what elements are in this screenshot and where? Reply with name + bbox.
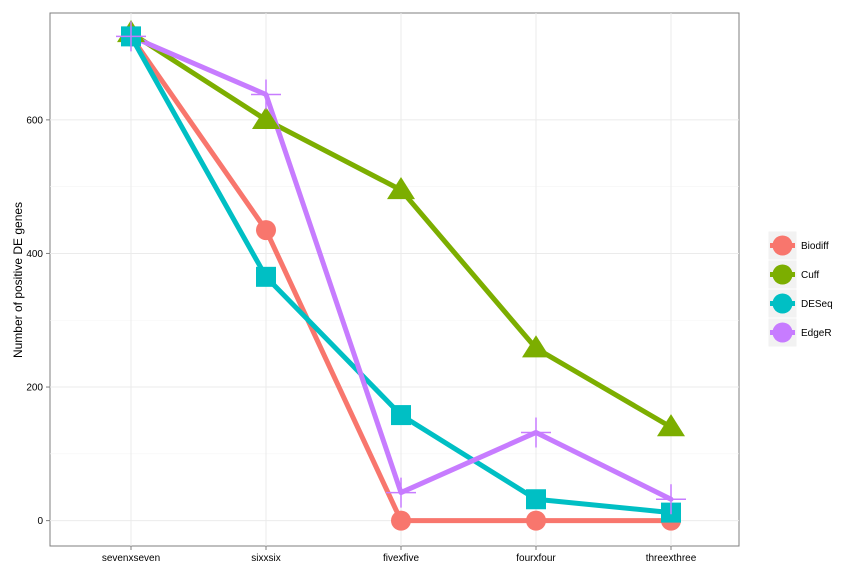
data-point-cuff: [387, 176, 415, 200]
x-axis: sevenxseven sixxsix fivexfive fourxfour thre…: [102, 546, 697, 564]
data-point-biodiff: [391, 510, 411, 531]
data-point-edger: [251, 79, 281, 110]
x-tick-label: threexthree: [646, 553, 697, 564]
y-tick-label: 0: [37, 516, 43, 527]
data-point-edger: [521, 417, 551, 448]
legend-label-cuff: Cuff: [801, 270, 819, 281]
legend-key-marker: [772, 322, 793, 343]
data-point-biodiff: [256, 220, 276, 241]
data-point-biodiff: [526, 510, 546, 531]
legend: Biodiff Cuff DESeq EdgeR: [767, 230, 833, 348]
y-axis-title: Number of positive DE genes: [11, 202, 25, 358]
legend-label-deseq: DESeq: [801, 299, 833, 310]
x-tick-label: sevenxseven: [102, 553, 160, 564]
y-tick-label: 600: [26, 115, 43, 126]
plot-panel: [49, 12, 740, 547]
data-point-edger: [116, 21, 146, 52]
data-point-deseq: [526, 489, 546, 510]
legend-label-biodiff: Biodiff: [801, 241, 829, 252]
y-tick-label: 200: [26, 383, 43, 394]
legend-label-edger: EdgeR: [801, 328, 832, 339]
series-markers: [116, 20, 686, 531]
legend-key-marker: [772, 264, 793, 285]
y-axis: 0 200 400 600: [26, 115, 50, 527]
data-point-deseq: [256, 266, 276, 287]
data-point-edger: [386, 477, 416, 508]
data-point-cuff: [522, 335, 550, 358]
y-tick-label: 400: [26, 249, 43, 260]
x-tick-label: fourxfour: [516, 553, 556, 564]
data-point-cuff: [252, 106, 280, 129]
data-point-deseq: [391, 405, 411, 426]
x-tick-label: sixxsix: [251, 553, 280, 564]
x-tick-label: fivexfive: [383, 553, 420, 564]
data-point-cuff: [657, 414, 685, 437]
data-point-edger: [656, 484, 686, 515]
legend-key-marker: [772, 293, 793, 314]
legend-key-marker: [772, 235, 793, 256]
